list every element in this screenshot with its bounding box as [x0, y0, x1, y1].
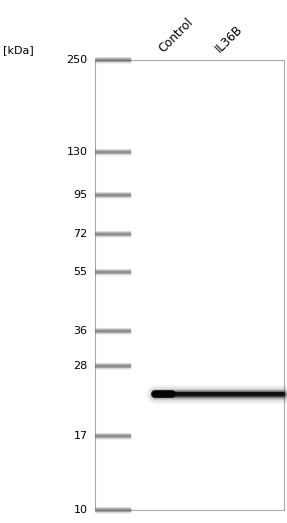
Text: [kDa]: [kDa] [3, 44, 34, 55]
Text: IL36B: IL36B [213, 22, 246, 55]
Text: 17: 17 [73, 431, 88, 441]
Bar [95, 60, 284, 510]
Text: 72: 72 [73, 229, 88, 239]
Text: 10: 10 [73, 505, 88, 515]
Text: 28: 28 [73, 361, 88, 371]
Text: 55: 55 [73, 267, 88, 277]
Text: 36: 36 [73, 326, 88, 336]
Text: Control: Control [156, 15, 195, 55]
Text: 130: 130 [67, 146, 88, 156]
Text: 95: 95 [73, 190, 88, 200]
Text: 250: 250 [66, 55, 88, 65]
